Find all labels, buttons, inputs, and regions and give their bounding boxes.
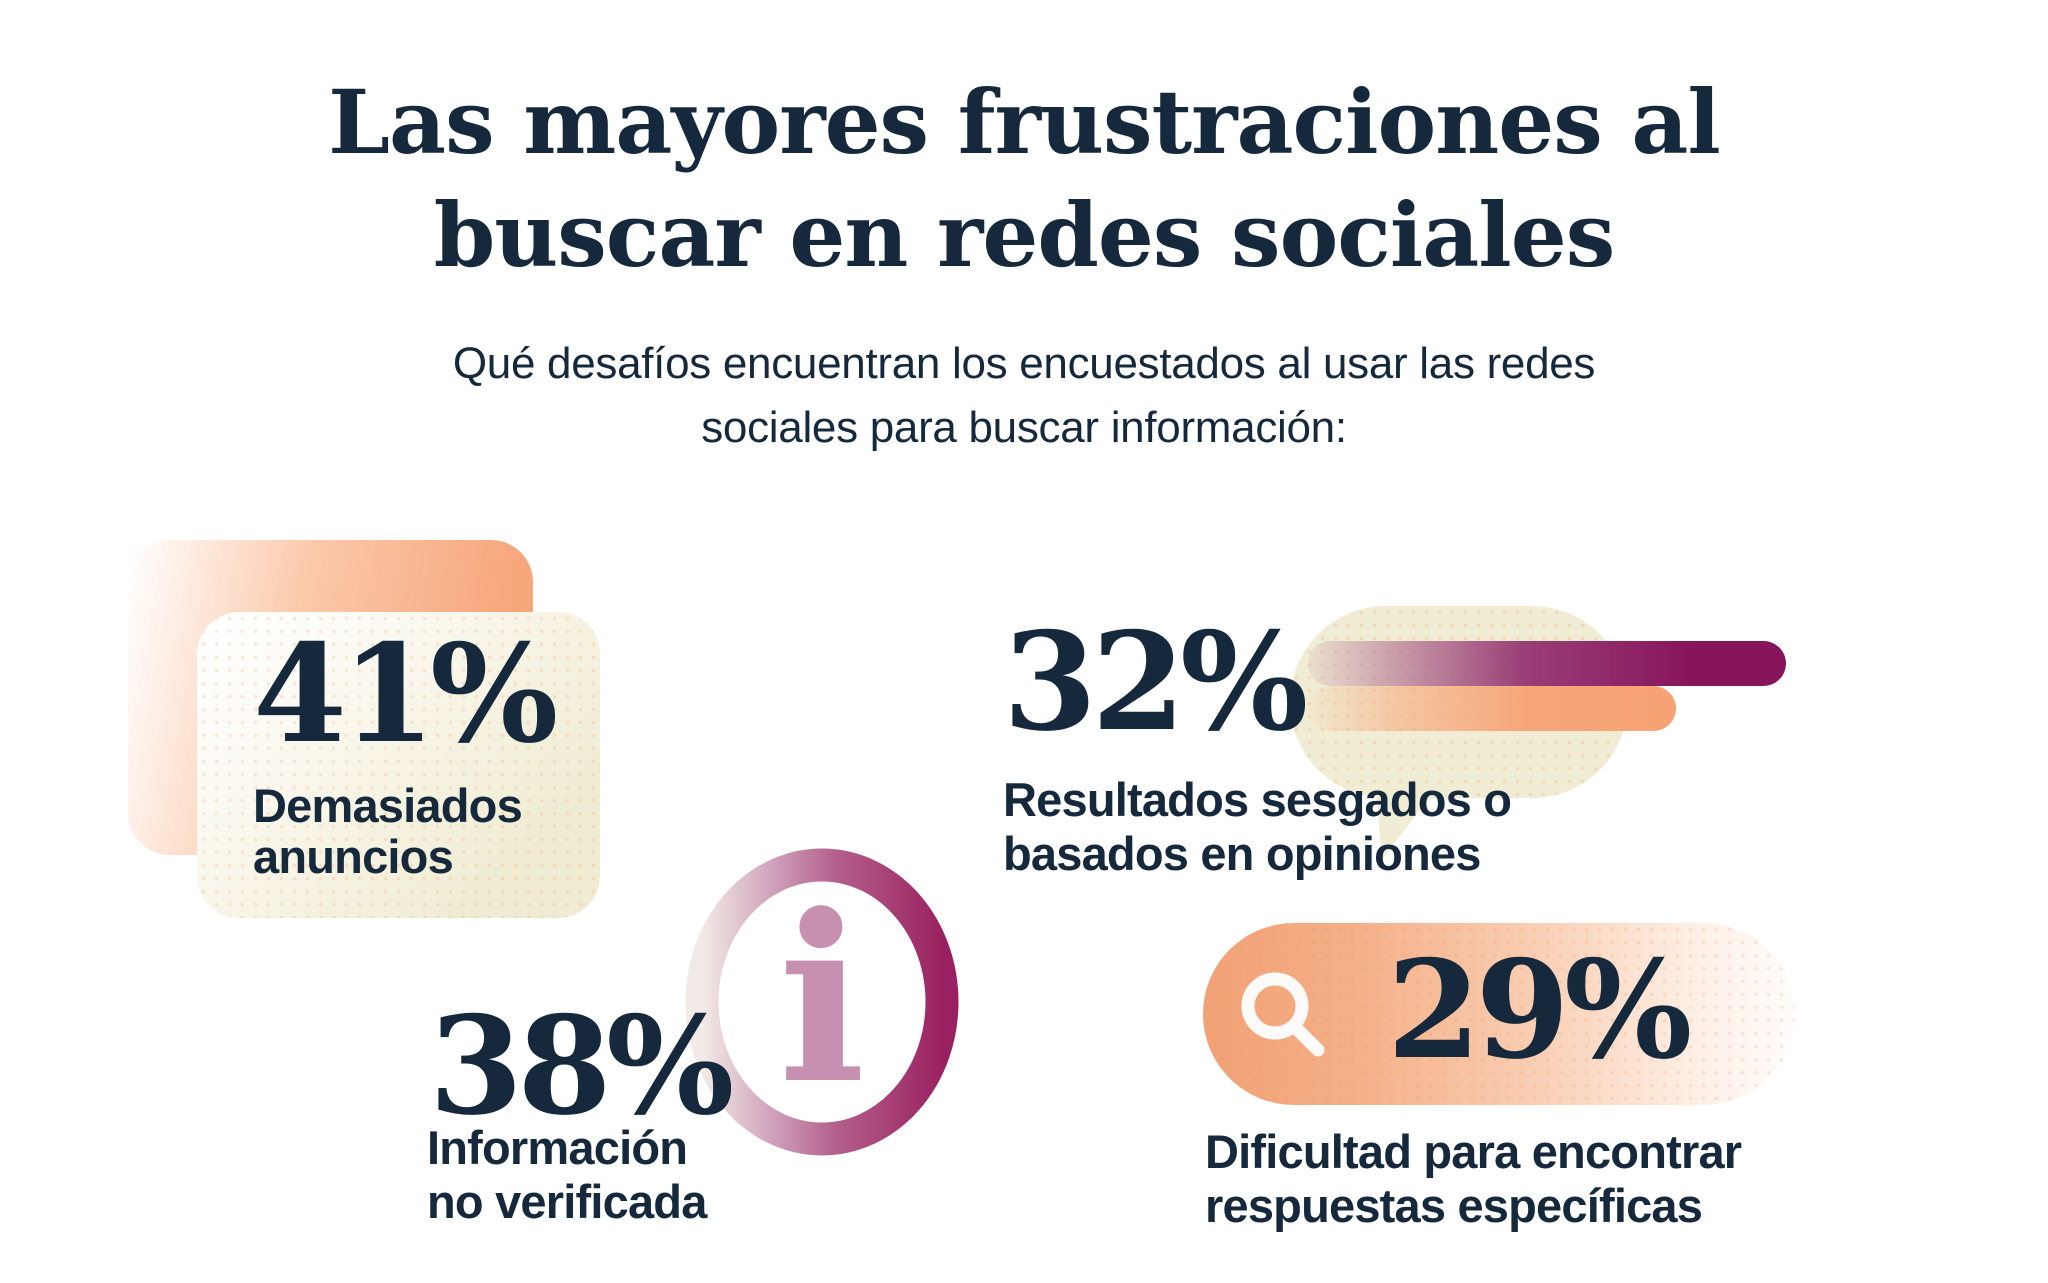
stat-value-29: 29% [1387, 930, 1692, 1089]
page-subtitle: Qué desafíos encuentran los encuestados … [0, 332, 2048, 460]
info-i-glyph: i [778, 865, 865, 1135]
search-icon [1241, 972, 1325, 1057]
stat-value-38: 38% [429, 986, 734, 1145]
stat-label-32: Resultados sesgados o basados en opinion… [1003, 773, 1512, 880]
page-title-line-1: Las mayores frustraciones al [328, 70, 1721, 174]
stat-label-29: Dificultad para encontrar respuestas esp… [1205, 1125, 1742, 1232]
stat-card [197, 612, 600, 918]
info-circle-icon: i [685, 848, 959, 1156]
page-title-line-2: buscar en redes sociales [433, 183, 1616, 287]
stat-label-38: Información no verificada [427, 1121, 707, 1228]
search-pill [1203, 923, 1795, 1105]
chat-bar-peach [1308, 686, 1676, 731]
page-subtitle-line-1: Qué desafíos encuentran los encuestados … [452, 339, 1596, 388]
stat-value-41: 41% [253, 614, 558, 773]
stat-label-41: Demasiados anuncios [253, 779, 523, 883]
chat-bar-purple [1308, 641, 1786, 686]
stat-value-32: 32% [1003, 602, 1308, 761]
page-title: Las mayores frustraciones al buscar en r… [0, 66, 2048, 292]
page-subtitle-line-2: sociales para buscar información: [701, 403, 1347, 452]
info-ring [685, 848, 959, 1156]
